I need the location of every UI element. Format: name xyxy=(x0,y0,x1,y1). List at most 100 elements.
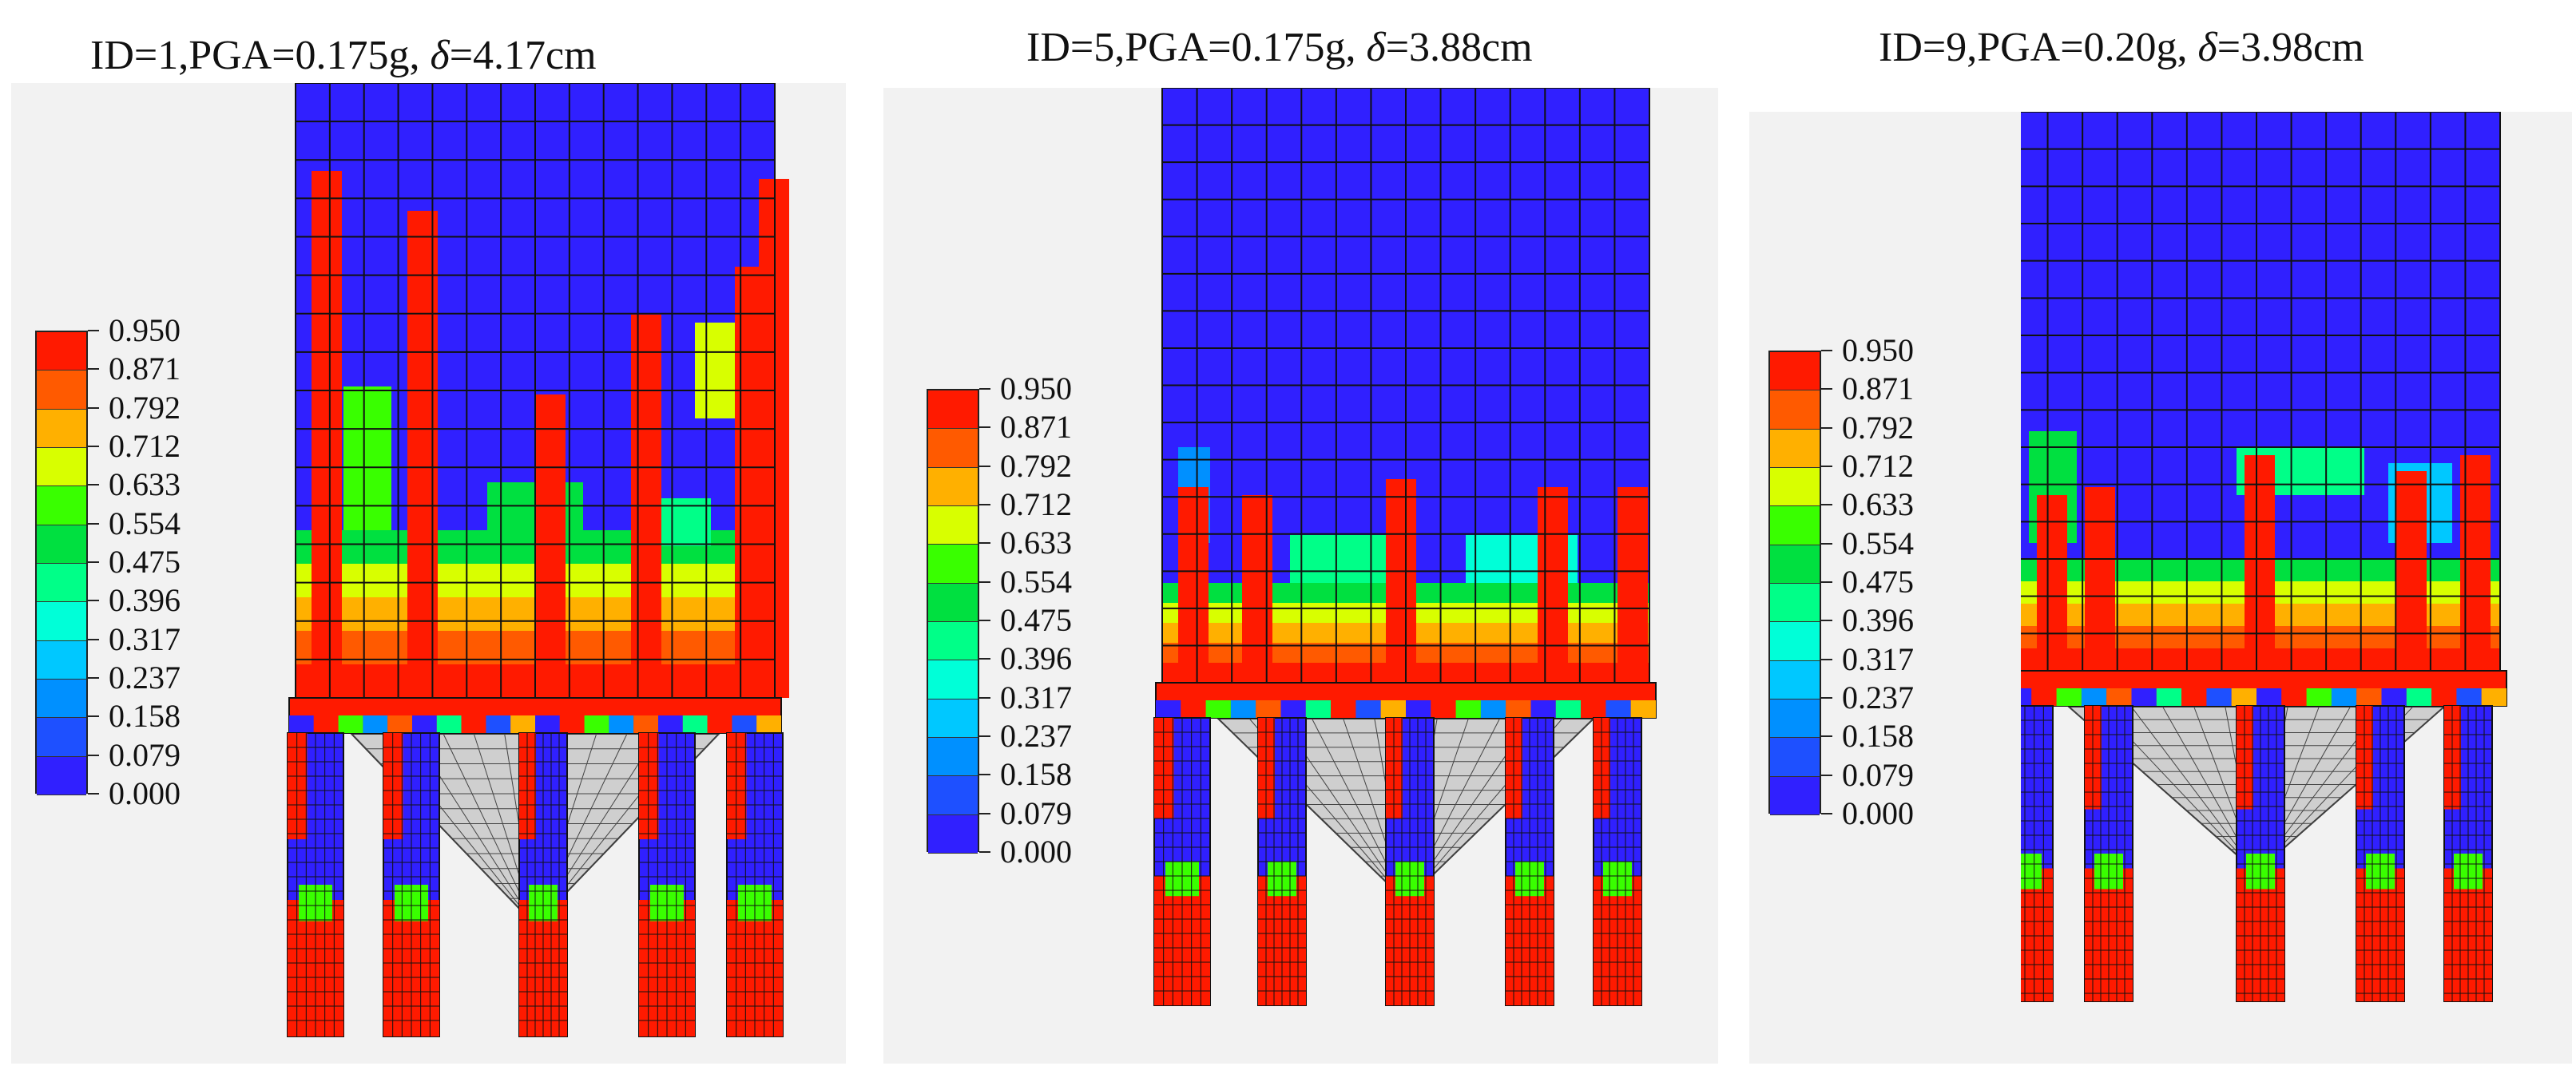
crack-strip xyxy=(1242,495,1272,683)
legend-label: 0.396 xyxy=(1000,640,1072,677)
legend-label: 0.712 xyxy=(109,428,181,464)
legend-swatch xyxy=(1770,545,1820,584)
ring-beam-cell xyxy=(535,715,560,733)
ring-beam-cell xyxy=(658,715,683,733)
legend-swatch xyxy=(1770,660,1820,699)
legend-swatch xyxy=(1770,583,1820,623)
legend-swatch xyxy=(37,332,86,371)
ring-beam-cell xyxy=(609,715,634,733)
legend-color-bar xyxy=(927,389,979,854)
legend-swatch xyxy=(37,409,86,448)
legend-swatch xyxy=(928,429,978,468)
legend-tick xyxy=(88,754,99,756)
ring-beam-cell xyxy=(436,715,462,733)
crack-strip xyxy=(1617,487,1648,683)
ring-beam-cell xyxy=(2431,688,2457,706)
legend-tick xyxy=(979,388,990,390)
legend-swatch xyxy=(1770,467,1820,507)
legend-tick xyxy=(1821,504,1832,506)
legend-swatch xyxy=(1770,429,1820,468)
legend-tick xyxy=(88,677,99,679)
legend-label: 0.158 xyxy=(1842,718,1914,755)
column-damage-zone xyxy=(383,733,403,839)
ring-beam-cell xyxy=(2406,688,2432,706)
panel-1: ID=1,PGA=0.175g, δ=4.17cm 0.950 0.871 0.79… xyxy=(0,0,855,1070)
legend-label: 0.871 xyxy=(1000,409,1072,446)
legend-swatch xyxy=(37,371,86,410)
legend-label: 0.237 xyxy=(1842,680,1914,715)
ring-beam-cell xyxy=(2356,688,2382,706)
legend-label: 0.396 xyxy=(1842,602,1914,639)
legend-tick xyxy=(88,484,99,486)
legend-tick xyxy=(979,735,990,737)
ring-beam-cell xyxy=(1431,700,1456,718)
legend-swatch xyxy=(928,621,978,661)
damage-blotch xyxy=(1290,535,1386,583)
ring-beam-cell xyxy=(1256,700,1281,718)
legend-tick xyxy=(1821,466,1832,467)
legend-label: 0.712 xyxy=(1842,448,1914,484)
legend-tick xyxy=(1821,620,1832,622)
legend-tick xyxy=(88,330,99,331)
damage-blotch xyxy=(343,386,391,530)
ring-beam-cell xyxy=(1305,700,1332,718)
legend-tick xyxy=(979,696,990,699)
ring-beam-cell xyxy=(1555,700,1582,718)
legend-label: 0.317 xyxy=(1000,679,1072,715)
ring-beam-cell xyxy=(2481,688,2507,706)
ring-beam-cell xyxy=(387,715,412,733)
legend-label: 0.158 xyxy=(109,698,181,735)
legend-label: 0.475 xyxy=(1842,564,1914,600)
legend-tick xyxy=(1821,542,1832,545)
ring-beam-cell xyxy=(1455,700,1481,718)
ring-beam-cell xyxy=(756,715,781,733)
legend-label: 0.000 xyxy=(1842,795,1914,831)
ring-beam-cell xyxy=(1506,700,1531,718)
legend-label: 0.554 xyxy=(1000,563,1072,600)
legend-color-bar xyxy=(1768,351,1821,815)
ring-beam-cell xyxy=(1380,700,1406,718)
legend-swatch xyxy=(928,505,978,545)
ring-beam-cell xyxy=(1581,700,1606,718)
legend-swatch xyxy=(928,467,978,506)
legend-tick xyxy=(1821,350,1832,351)
ring-beam-cell xyxy=(363,715,388,733)
legend-tick xyxy=(979,581,990,583)
ring-beam-cell xyxy=(1280,700,1306,718)
ring-beam-cell xyxy=(1630,700,1656,718)
ring-beam-cell xyxy=(486,715,511,733)
legend-label: 0.079 xyxy=(109,736,181,773)
ring-beam-cell xyxy=(559,715,585,733)
legend-tick xyxy=(979,812,990,814)
ring-beam-cell xyxy=(2081,688,2107,706)
legend-swatch xyxy=(928,699,978,738)
ring-beam-cell xyxy=(1205,700,1231,718)
ring-beam-cell xyxy=(2021,688,2032,706)
ring-beam-cell xyxy=(2256,688,2282,706)
legend-tick xyxy=(979,542,990,545)
crack-strip xyxy=(535,394,566,698)
legend-tick xyxy=(88,638,99,640)
ring-beam-cell xyxy=(732,715,757,733)
legend-tick xyxy=(88,368,99,371)
legend-swatch xyxy=(928,583,978,622)
legend-tick xyxy=(88,793,99,795)
legend-tick xyxy=(1821,697,1832,699)
legend-swatch xyxy=(37,756,86,795)
legend-tick xyxy=(979,620,990,621)
ring-beam-cell xyxy=(338,715,363,733)
panel-2: ID=5,PGA=0.175g, δ=3.88cm 0.950 0.871 0.79… xyxy=(879,0,1733,1070)
legend-label: 0.792 xyxy=(1000,447,1072,484)
column-damage-zone xyxy=(727,733,747,839)
hopper-mesh-line xyxy=(2130,706,2250,863)
legend-label: 0.792 xyxy=(109,389,181,426)
crack-strip xyxy=(1386,479,1416,683)
ring-beam-cell xyxy=(682,715,708,733)
ring-beam-cell xyxy=(2131,688,2157,706)
legend-tick xyxy=(979,774,990,776)
legend-tick xyxy=(1821,774,1832,776)
crack-strip xyxy=(312,171,342,698)
legend-swatch xyxy=(37,447,86,487)
legend-label: 0.792 xyxy=(1842,409,1914,446)
crack-strip xyxy=(2085,487,2115,671)
